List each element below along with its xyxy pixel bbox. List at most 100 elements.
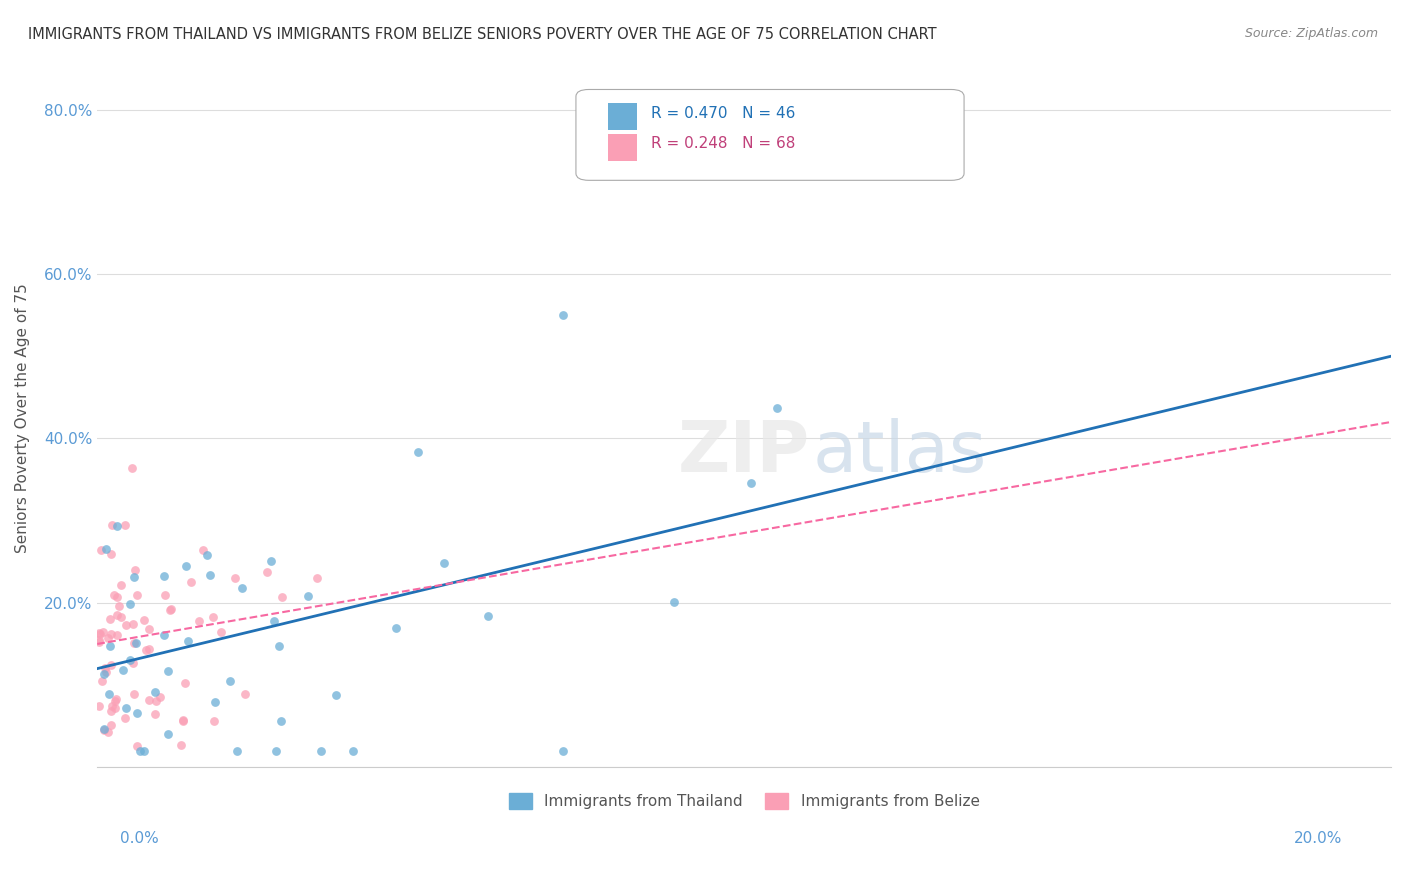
Point	[325, 689, 347, 703]
Point	[201, 610, 224, 624]
Point	[172, 713, 194, 727]
Point	[125, 636, 148, 650]
Point	[145, 694, 167, 708]
Point	[124, 635, 146, 649]
Text: R = 0.470   N = 46: R = 0.470 N = 46	[651, 106, 796, 121]
Point	[219, 673, 242, 688]
FancyBboxPatch shape	[609, 134, 637, 161]
Point	[104, 701, 127, 715]
Point	[204, 695, 226, 709]
Point	[87, 635, 110, 649]
Point	[129, 744, 152, 758]
Point	[138, 693, 160, 707]
Text: R = 0.248   N = 68: R = 0.248 N = 68	[651, 136, 796, 152]
Point	[263, 614, 285, 628]
Point	[104, 692, 127, 706]
Point	[264, 744, 287, 758]
Point	[115, 701, 138, 715]
Point	[87, 625, 110, 640]
Point	[100, 548, 122, 562]
Point	[231, 581, 253, 595]
Point	[138, 642, 160, 657]
Point	[740, 476, 762, 491]
Point	[127, 588, 149, 602]
Point	[110, 610, 132, 624]
Point	[224, 571, 246, 585]
Point	[270, 590, 292, 604]
Point	[188, 615, 211, 629]
Point	[406, 445, 429, 459]
Point	[97, 725, 120, 739]
Y-axis label: Seniors Poverty Over the Age of 75: Seniors Poverty Over the Age of 75	[15, 283, 30, 553]
Point	[174, 559, 197, 574]
Point	[309, 744, 332, 758]
Point	[105, 518, 128, 533]
Text: Source: ZipAtlas.com: Source: ZipAtlas.com	[1244, 27, 1378, 40]
Point	[104, 694, 127, 708]
Point	[105, 607, 128, 622]
Point	[124, 563, 146, 577]
Point	[100, 718, 122, 732]
Point	[101, 518, 124, 533]
Point	[159, 603, 181, 617]
Point	[100, 699, 122, 714]
Point	[91, 624, 114, 639]
Point	[384, 620, 406, 634]
Text: IMMIGRANTS FROM THAILAND VS IMMIGRANTS FROM BELIZE SENIORS POVERTY OVER THE AGE : IMMIGRANTS FROM THAILAND VS IMMIGRANTS F…	[28, 27, 936, 42]
Point	[156, 664, 179, 678]
Point	[172, 714, 194, 728]
Point	[153, 588, 176, 602]
Point	[226, 744, 249, 758]
Point	[96, 665, 118, 679]
Point	[114, 711, 136, 725]
Point	[111, 663, 134, 677]
Point	[122, 686, 145, 700]
Point	[267, 639, 290, 653]
Point	[100, 657, 122, 672]
FancyBboxPatch shape	[576, 89, 965, 180]
Point	[120, 597, 142, 611]
Point	[105, 628, 128, 642]
Point	[94, 661, 117, 675]
Text: 20.0%: 20.0%	[1295, 831, 1343, 846]
Text: atlas: atlas	[813, 418, 987, 487]
Point	[305, 570, 328, 584]
Point	[198, 568, 221, 582]
Point	[89, 698, 111, 713]
Point	[103, 588, 125, 602]
Point	[93, 722, 115, 736]
Point	[121, 656, 143, 670]
Point	[125, 739, 148, 753]
Point	[132, 744, 155, 758]
Point	[193, 543, 215, 558]
Text: 0.0%: 0.0%	[120, 831, 159, 846]
Point	[93, 723, 115, 737]
Point	[145, 685, 167, 699]
Point	[121, 461, 143, 475]
Point	[115, 618, 138, 632]
Point	[297, 589, 319, 603]
Point	[156, 727, 179, 741]
Point	[342, 744, 364, 758]
Point	[433, 556, 456, 570]
Point	[107, 591, 129, 605]
Point	[90, 542, 112, 557]
Point	[107, 599, 129, 613]
Point	[143, 706, 166, 721]
Point	[766, 401, 789, 415]
Point	[260, 554, 283, 568]
Point	[174, 676, 197, 690]
Point	[110, 578, 132, 592]
Point	[551, 308, 574, 322]
Point	[195, 549, 218, 563]
Point	[135, 642, 157, 657]
Point	[664, 595, 686, 609]
Point	[132, 613, 155, 627]
Text: ZIP: ZIP	[678, 418, 810, 487]
Point	[97, 632, 120, 646]
Point	[122, 570, 145, 584]
Point	[93, 667, 115, 681]
Point	[100, 626, 122, 640]
Point	[153, 569, 176, 583]
Point	[120, 653, 142, 667]
